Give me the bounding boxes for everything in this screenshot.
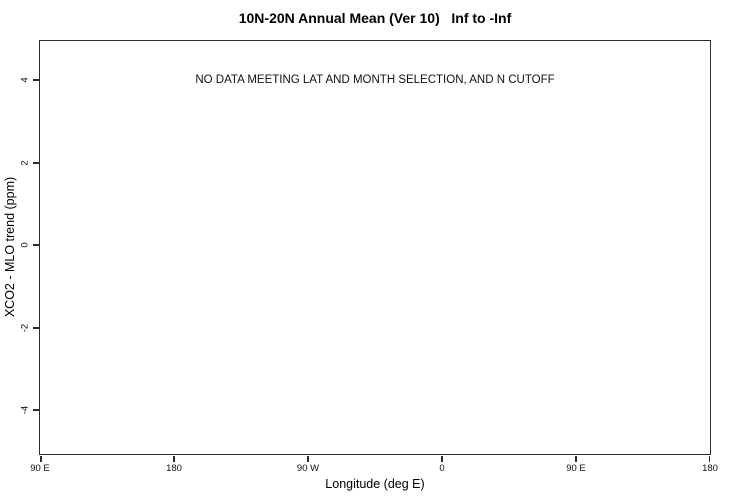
y-tick-label: 2: [19, 160, 31, 166]
y-tick-mark: [32, 162, 39, 164]
x-tick-mark: [441, 455, 443, 462]
y-tick-label: -2: [19, 323, 31, 333]
x-tick-mark: [575, 455, 577, 462]
no-data-message: NO DATA MEETING LAT AND MONTH SELECTION,…: [195, 74, 555, 86]
y-tick-mark: [32, 327, 39, 329]
x-tick-mark: [708, 455, 710, 462]
x-axis-label: Longitude (deg E): [325, 477, 425, 491]
plot-area: NO DATA MEETING LAT AND MONTH SELECTION,…: [20, 40, 718, 474]
x-tick-label: 0: [439, 463, 445, 474]
y-tick-mark: [32, 409, 39, 411]
y-tick-label: -4: [19, 405, 31, 415]
y-axis-label: XCO2 - MLO trend (ppm): [3, 176, 17, 318]
x-tick-mark: [307, 455, 309, 462]
y-tick-mark: [32, 244, 39, 246]
chart-title: 10N-20N Annual Mean (Ver 10) Inf to -Inf: [238, 10, 512, 26]
x-tick-label: 90 E: [30, 463, 50, 474]
y-tick-label: 0: [19, 242, 31, 248]
y-tick-mark: [32, 79, 39, 81]
x-tick-label: 90 E: [566, 463, 586, 474]
x-tick-label: 180: [702, 463, 718, 474]
x-tick-mark: [173, 455, 175, 462]
x-tick-mark: [40, 455, 42, 462]
y-tick-label: 4: [19, 77, 31, 83]
x-tick-label: 180: [166, 463, 182, 474]
x-tick-label: 90 W: [296, 463, 320, 474]
